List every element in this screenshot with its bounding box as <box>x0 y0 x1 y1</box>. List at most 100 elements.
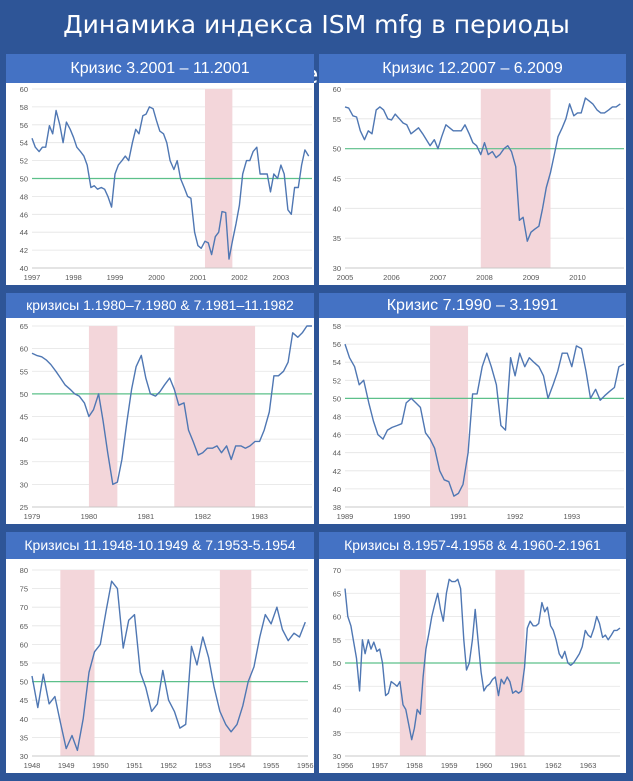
y-tick-label: 54 <box>333 358 341 367</box>
x-tick-label: 1962 <box>545 761 562 770</box>
ism-index-line <box>344 578 621 741</box>
chart-panel-1: Кризис 3.2001 – 11.2001 40 42 44 46 48 50 52 54… <box>6 54 314 285</box>
y-tick-label: 60 <box>333 613 341 622</box>
chart-plot: 30 35 40 45 50 55 60 2005 2006 2007 2008 2009 2010 <box>333 85 624 282</box>
chart-panel-4: Кризис 7.1990 – 3.1991 38 40 42 44 46 48 50 52 5… <box>319 293 626 524</box>
ism-index-line <box>31 106 310 260</box>
chart-panel-5: Кризисы 11.1948-10.1949 & 7.1953-5.1954 … <box>6 532 314 773</box>
y-tick-label: 40 <box>20 715 28 724</box>
x-tick-label: 1950 <box>92 761 109 770</box>
y-tick-label: 40 <box>333 204 341 213</box>
chart-plot: 38 40 42 44 46 48 50 52 54 56 58 1989 1990 1991 1992 19… <box>333 322 625 521</box>
y-tick-label: 30 <box>20 752 28 761</box>
x-tick-label: 1997 <box>24 273 41 282</box>
ism-index-line <box>344 97 621 242</box>
x-tick-label: 1980 <box>81 512 98 521</box>
x-tick-label: 1951 <box>126 761 143 770</box>
y-tick-label: 55 <box>333 636 341 645</box>
y-tick-label: 52 <box>20 157 28 166</box>
y-tick-label: 60 <box>20 85 28 94</box>
x-tick-label: 2010 <box>569 273 586 282</box>
recession-band <box>60 570 95 756</box>
recession-band <box>88 326 118 507</box>
chart-title: Кризис 3.2001 – 11.2001 <box>6 54 314 83</box>
x-tick-label: 1991 <box>450 512 467 521</box>
chart-title: Кризисы 8.1957-4.1958 & 4.1960-2.1961 <box>319 532 626 559</box>
y-tick-label: 65 <box>20 322 28 331</box>
chart-panel-2: Кризис 12.2007 – 6.2009 30 35 40 45 50 55 60 20… <box>319 54 626 285</box>
y-tick-label: 65 <box>20 622 28 631</box>
y-tick-label: 45 <box>333 175 341 184</box>
x-tick-label: 2009 <box>523 273 540 282</box>
y-tick-label: 42 <box>20 246 28 255</box>
x-tick-label: 1952 <box>160 761 177 770</box>
y-tick-label: 60 <box>20 345 28 354</box>
y-tick-label: 46 <box>333 431 341 440</box>
chart-panel-6: Кризисы 8.1957-4.1958 & 4.1960-2.1961 30… <box>319 532 626 773</box>
y-tick-label: 55 <box>20 659 28 668</box>
x-tick-label: 1992 <box>507 512 524 521</box>
y-tick-label: 55 <box>20 367 28 376</box>
y-tick-label: 44 <box>20 228 28 237</box>
y-tick-label: 40 <box>20 264 28 273</box>
x-tick-label: 1993 <box>563 512 580 521</box>
y-tick-label: 50 <box>20 390 28 399</box>
chart-title: Кризис 12.2007 – 6.2009 <box>319 54 626 83</box>
x-tick-label: 1989 <box>337 512 354 521</box>
x-tick-label: 1953 <box>194 761 211 770</box>
y-tick-label: 40 <box>20 435 28 444</box>
chart-plot: 30 35 40 45 50 55 60 65 70 75 80 1948 1949 1950 1951 19… <box>20 566 314 770</box>
y-tick-label: 50 <box>20 175 28 184</box>
x-tick-label: 1963 <box>580 761 597 770</box>
page-title: Динамика индекса ISM mfg в периоды рецес… <box>63 10 570 89</box>
y-tick-label: 45 <box>20 413 28 422</box>
ism-index-line <box>31 325 312 486</box>
y-tick-label: 56 <box>333 340 341 349</box>
chart-title: Кризис 7.1990 – 3.1991 <box>319 293 626 318</box>
y-tick-label: 58 <box>333 322 341 331</box>
ism-index-line <box>31 580 306 752</box>
y-tick-label: 56 <box>20 121 28 130</box>
x-tick-label: 2006 <box>383 273 400 282</box>
y-tick-label: 48 <box>333 413 341 422</box>
x-tick-label: 1979 <box>24 512 41 521</box>
x-tick-label: 2002 <box>231 273 248 282</box>
chart-title: кризисы 1.1980–7.1980 & 7.1981–11.1982 <box>6 293 314 318</box>
x-tick-label: 1961 <box>510 761 527 770</box>
y-tick-label: 48 <box>20 192 28 201</box>
y-tick-label: 35 <box>333 234 341 243</box>
x-tick-label: 1949 <box>58 761 75 770</box>
y-tick-label: 70 <box>20 603 28 612</box>
x-tick-label: 1948 <box>24 761 41 770</box>
y-tick-label: 30 <box>333 752 341 761</box>
chart-title: Кризисы 11.1948-10.1949 & 7.1953-5.1954 <box>6 532 314 559</box>
y-tick-label: 45 <box>20 696 28 705</box>
recession-band <box>219 570 252 756</box>
y-tick-label: 30 <box>333 264 341 273</box>
y-tick-label: 55 <box>333 115 341 124</box>
x-tick-label: 2005 <box>337 273 354 282</box>
x-tick-label: 1959 <box>441 761 458 770</box>
x-tick-label: 2001 <box>190 273 207 282</box>
y-tick-label: 35 <box>20 733 28 742</box>
x-tick-label: 2003 <box>273 273 290 282</box>
y-tick-label: 38 <box>333 503 341 512</box>
y-tick-label: 50 <box>333 145 341 154</box>
y-tick-label: 54 <box>20 139 28 148</box>
y-tick-label: 60 <box>333 85 341 94</box>
x-tick-label: 1982 <box>194 512 211 521</box>
x-tick-label: 1956 <box>297 761 314 770</box>
y-tick-label: 58 <box>20 103 28 112</box>
y-tick-label: 40 <box>333 485 341 494</box>
x-tick-label: 2000 <box>148 273 165 282</box>
y-tick-label: 45 <box>333 682 341 691</box>
x-tick-label: 1981 <box>137 512 154 521</box>
x-tick-label: 1999 <box>107 273 124 282</box>
y-tick-label: 30 <box>20 480 28 489</box>
ism-index-line <box>344 343 625 497</box>
y-tick-label: 65 <box>333 589 341 598</box>
y-tick-label: 25 <box>20 503 28 512</box>
y-tick-label: 40 <box>333 706 341 715</box>
y-tick-label: 50 <box>20 678 28 687</box>
